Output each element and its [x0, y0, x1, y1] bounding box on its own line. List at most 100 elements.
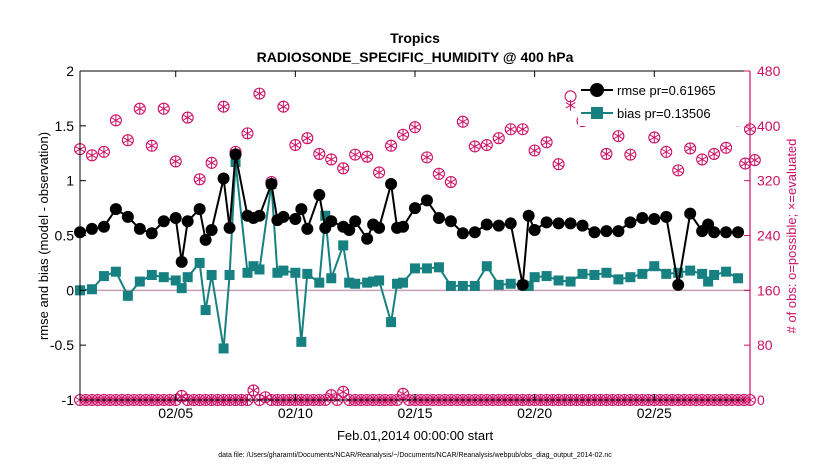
y-tick-label: -0.5	[50, 337, 74, 353]
rmse-point	[385, 177, 398, 190]
rmse-point	[468, 226, 481, 239]
rmse-point	[301, 222, 314, 235]
bias-point	[709, 269, 720, 280]
rmse-point	[432, 211, 445, 224]
rmse-point	[409, 202, 421, 215]
obs-evaluated-point	[469, 140, 480, 152]
rmse-point	[175, 255, 188, 268]
rmse-point	[361, 232, 374, 245]
rmse-point	[444, 215, 457, 228]
obs-evaluated-point	[326, 153, 337, 165]
bias-point	[134, 276, 145, 287]
obs-evaluated-point	[302, 132, 313, 144]
obs-evaluated-point	[326, 389, 337, 401]
obs-evaluated-point	[409, 121, 421, 133]
rmse-point	[199, 233, 212, 246]
y2-tick-label: 80	[757, 337, 773, 353]
bias-point	[565, 276, 576, 287]
rmse-point	[193, 203, 206, 216]
legend-bias-marker	[591, 107, 603, 119]
obs-evaluated-point	[721, 142, 732, 154]
rmse-point	[522, 209, 535, 222]
y-axis-label: rmse and bias (model - observation)	[36, 132, 51, 340]
rmse-point	[684, 207, 697, 220]
rmse-point	[313, 188, 326, 201]
bias-point	[481, 261, 492, 272]
bias-point	[601, 267, 612, 278]
bias-point	[392, 278, 403, 289]
obs-evaluated-point	[374, 166, 385, 178]
rmse-point	[624, 216, 637, 229]
rmse-point	[420, 194, 433, 207]
bias-point	[374, 275, 385, 286]
obs-evaluated-point	[673, 164, 684, 176]
obs-evaluated-point	[649, 131, 660, 143]
rmse-point	[516, 278, 529, 291]
rmse-point	[397, 220, 410, 233]
rmse-point	[223, 221, 236, 234]
obs-evaluated-point	[338, 386, 349, 398]
obs-evaluated-point	[685, 142, 696, 154]
bias-point	[410, 263, 420, 274]
bias-point	[194, 257, 205, 268]
obs-evaluated-point	[445, 176, 456, 188]
rmse-point	[672, 278, 685, 291]
bias-point	[146, 269, 157, 280]
bias-point	[589, 269, 600, 280]
obs-evaluated-point	[481, 139, 492, 151]
bias-point	[170, 275, 181, 286]
obs-evaluated-point	[601, 148, 612, 160]
bias-point	[553, 275, 564, 286]
obs-evaluated-point	[350, 149, 361, 161]
rmse-point	[648, 213, 661, 226]
obs-evaluated-point	[740, 158, 751, 170]
x-tick-label: 02/10	[278, 405, 313, 421]
y-tick-label: 1	[66, 173, 74, 189]
bias-point	[350, 278, 361, 289]
bias-point	[368, 276, 379, 287]
bias-point	[86, 284, 97, 295]
obs-evaluated-point	[206, 157, 217, 169]
rmse-point	[181, 215, 194, 228]
bias-point	[344, 277, 355, 288]
legend-rmse-label: rmse pr=0.61965	[617, 83, 716, 98]
bias-point	[529, 272, 540, 283]
obs-evaluated-point	[122, 134, 133, 146]
obs-evaluated-point	[517, 123, 528, 135]
bias-point	[338, 240, 349, 251]
y2-tick-label: 320	[757, 173, 781, 189]
rmse-point	[576, 219, 589, 232]
obs-evaluated-point	[362, 151, 373, 163]
obs-evaluated-point	[242, 127, 253, 139]
bias-point	[577, 268, 588, 279]
obs-evaluated-point	[529, 145, 540, 157]
obs-evaluated-point	[709, 148, 720, 160]
bias-point	[224, 269, 235, 280]
obs-evaluated-point	[613, 130, 624, 142]
bias-point	[254, 264, 265, 275]
y2-axis-label: # of obs: o=possible; ×=evaluated	[784, 139, 799, 334]
rmse-point	[145, 227, 158, 240]
rmse-point	[564, 217, 577, 230]
obs-evaluated-point	[146, 140, 157, 152]
bias-point	[302, 268, 313, 279]
y2-tick-label: 400	[757, 118, 781, 134]
bias-point	[433, 262, 444, 273]
bias-point	[248, 261, 259, 272]
obs-evaluated-point	[697, 153, 708, 165]
rmse-point	[205, 224, 218, 237]
bias-point	[661, 268, 672, 279]
rmse-point	[277, 210, 290, 223]
bias-point	[278, 265, 289, 276]
rmse-point	[588, 226, 601, 239]
bias-point	[320, 210, 331, 221]
rmse-point	[540, 216, 553, 229]
rmse-point	[660, 210, 673, 223]
rmse-point	[456, 227, 469, 240]
obs-evaluated-point	[457, 116, 468, 128]
y2-tick-label: 0	[757, 392, 765, 408]
obs-evaluated-point	[158, 103, 169, 115]
legend-bias-label: bias pr=0.13506	[617, 106, 711, 121]
rmse-point	[349, 215, 362, 228]
obs-evaluated-point	[338, 162, 349, 174]
